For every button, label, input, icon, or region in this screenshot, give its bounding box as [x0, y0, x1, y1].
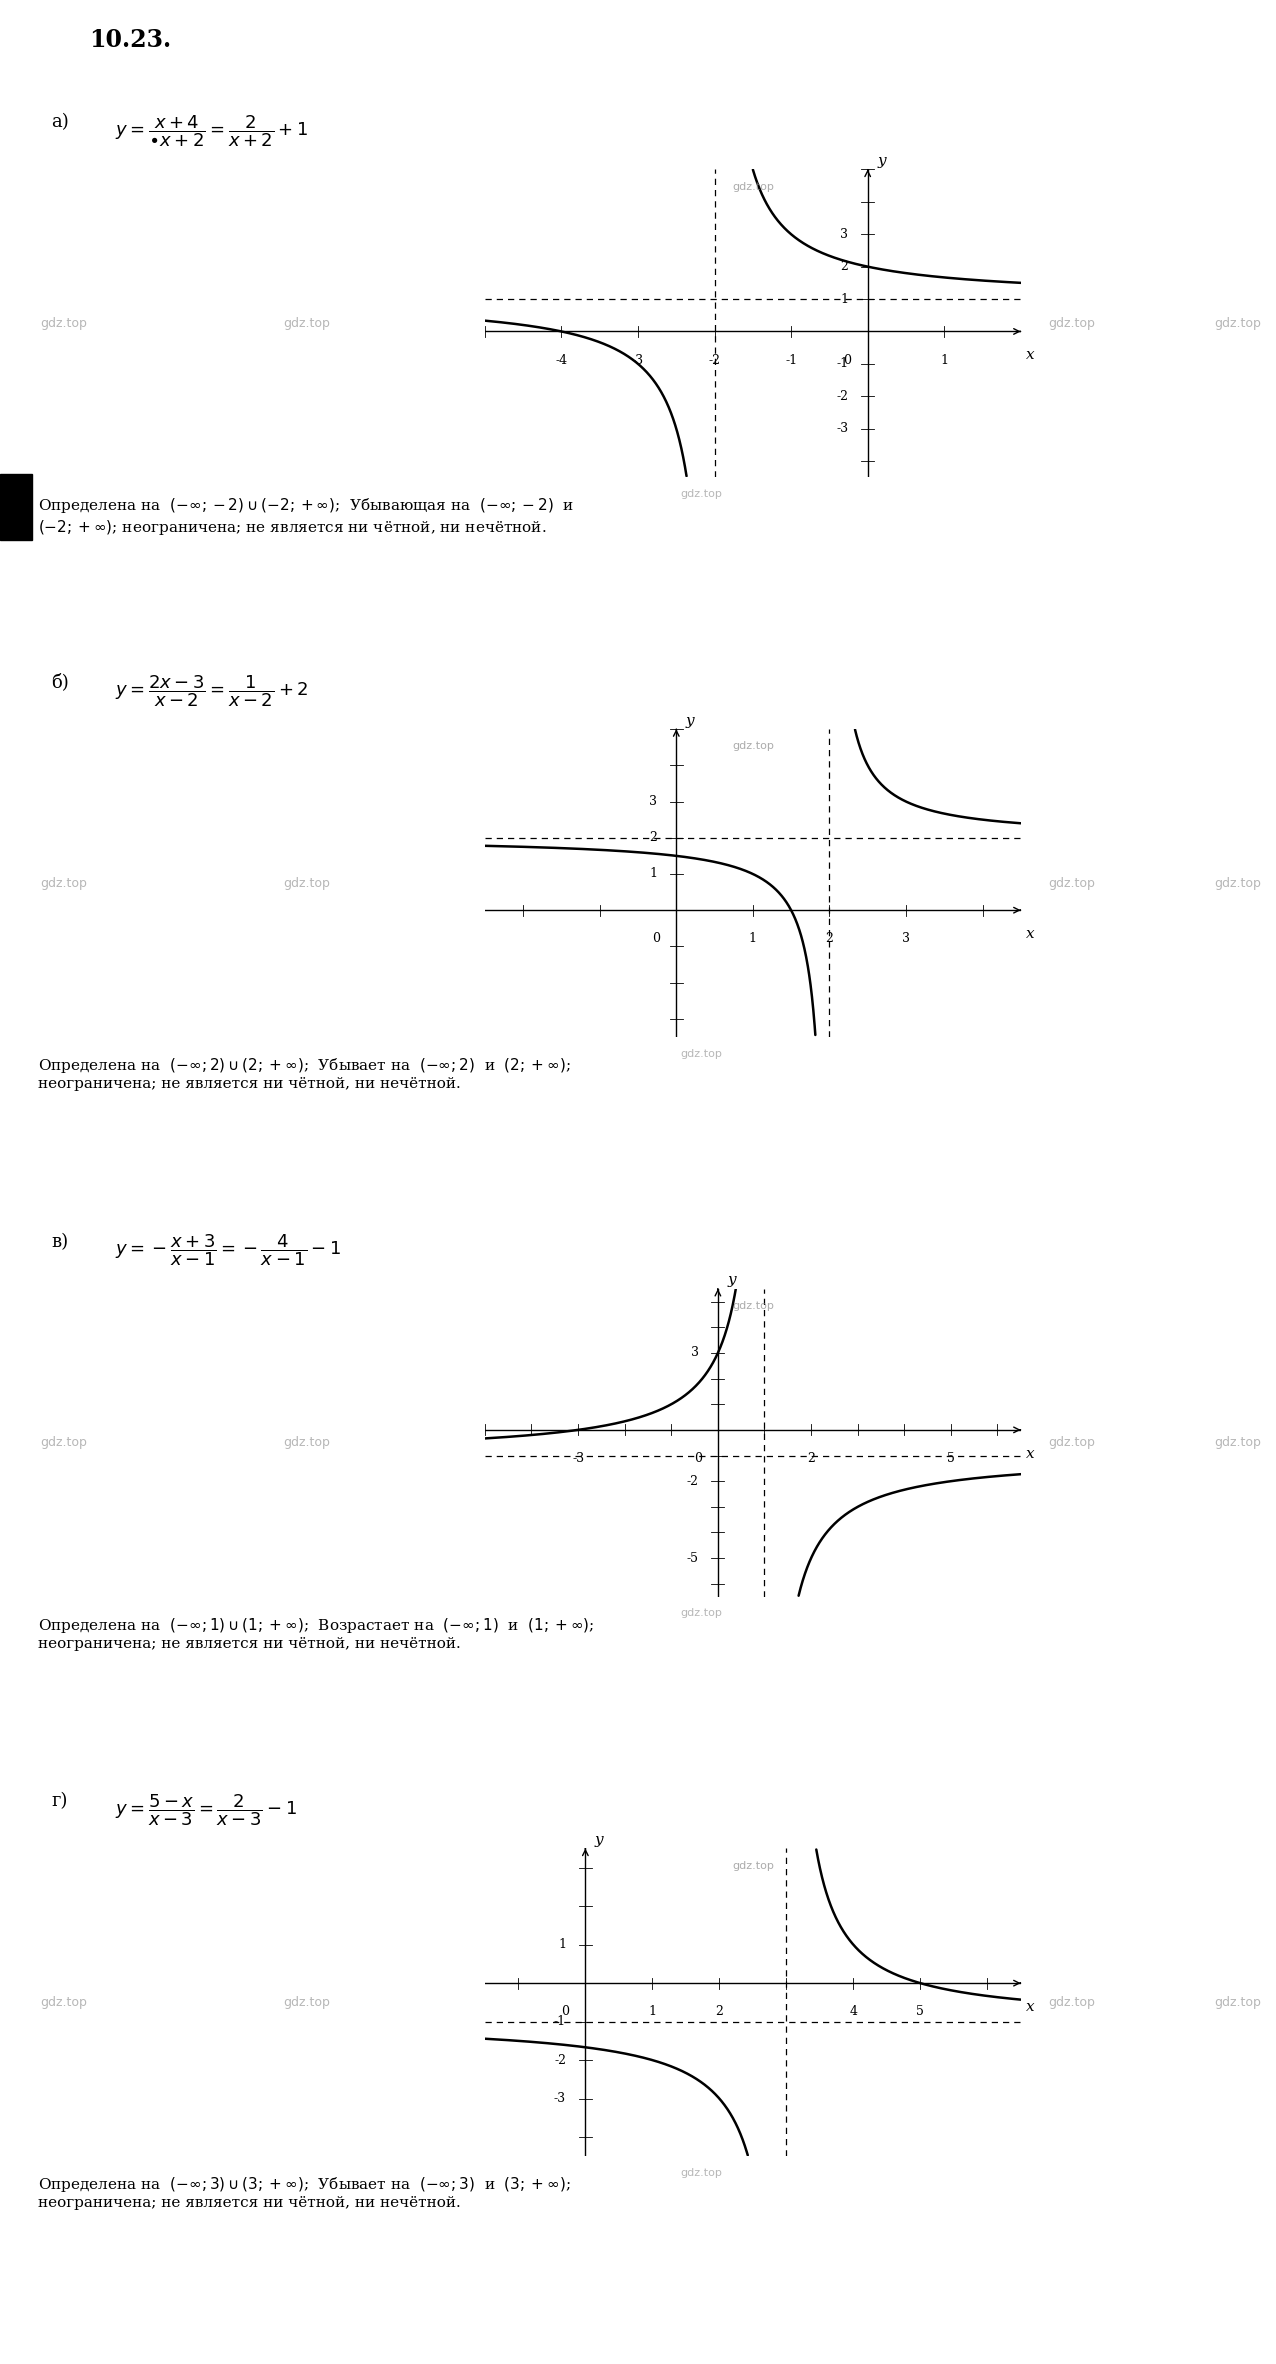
- Text: -4: -4: [555, 355, 568, 366]
- Text: 1: 1: [648, 2005, 656, 2019]
- Text: а): а): [51, 113, 69, 132]
- Text: -3: -3: [572, 1451, 584, 1466]
- Text: gdz.top: gdz.top: [732, 1300, 773, 1312]
- Text: -1: -1: [836, 357, 849, 371]
- Text: 10.23.: 10.23.: [89, 28, 171, 52]
- Text: x: x: [1026, 348, 1035, 362]
- Text: gdz.top: gdz.top: [732, 1860, 773, 1870]
- Text: 5: 5: [916, 2005, 924, 2019]
- Text: gdz.top: gdz.top: [1215, 1437, 1261, 1449]
- Text: б): б): [51, 674, 69, 690]
- Text: $y = \dfrac{2x-3}{x-2} = \dfrac{1}{x-2}+2$: $y = \dfrac{2x-3}{x-2} = \dfrac{1}{x-2}+…: [115, 674, 309, 709]
- Text: gdz.top: gdz.top: [681, 2168, 722, 2177]
- Text: $y = \dfrac{5-x}{x-3} = \dfrac{2}{x-3}-1$: $y = \dfrac{5-x}{x-3} = \dfrac{2}{x-3}-1…: [115, 1792, 297, 1827]
- Text: в): в): [51, 1234, 68, 1251]
- Text: 1: 1: [558, 1938, 567, 1950]
- Text: gdz.top: gdz.top: [681, 1050, 722, 1059]
- Text: 0: 0: [561, 2005, 569, 2019]
- Text: 5: 5: [947, 1451, 954, 1466]
- Text: y: y: [878, 154, 886, 168]
- Text: gdz.top: gdz.top: [41, 877, 87, 889]
- Text: 2: 2: [716, 2005, 723, 2019]
- Text: gdz.top: gdz.top: [283, 317, 329, 331]
- Text: -2: -2: [686, 1475, 698, 1487]
- Text: -3: -3: [554, 2092, 567, 2104]
- Text: gdz.top: gdz.top: [681, 1608, 722, 1619]
- Text: gdz.top: gdz.top: [41, 317, 87, 331]
- Text: Определена на  $(-\infty;3)\cup(3;+\infty)$;  Убывает на  $(-\infty;3)$  и  $(3;: Определена на $(-\infty;3)\cup(3;+\infty…: [38, 2175, 570, 2210]
- Text: y: y: [727, 1274, 736, 1288]
- Text: gdz.top: gdz.top: [41, 1437, 87, 1449]
- Text: gdz.top: gdz.top: [732, 742, 773, 752]
- Text: -2: -2: [836, 390, 849, 402]
- Text: -2: -2: [708, 355, 721, 366]
- Text: y: y: [686, 714, 694, 728]
- Text: x: x: [1026, 2000, 1035, 2014]
- Text: gdz.top: gdz.top: [283, 1437, 329, 1449]
- Text: gdz.top: gdz.top: [732, 182, 773, 191]
- Text: gdz.top: gdz.top: [1049, 877, 1095, 889]
- Text: 2: 2: [649, 832, 657, 844]
- Text: 3: 3: [841, 227, 849, 241]
- Text: gdz.top: gdz.top: [1215, 877, 1261, 889]
- Text: gdz.top: gdz.top: [1215, 317, 1261, 331]
- Text: 0: 0: [652, 931, 660, 946]
- Text: 2: 2: [841, 260, 849, 274]
- Text: Определена на  $(-\infty;1)\cup(1;+\infty)$;  Возрастает на  $(-\infty;1)$  и  $: Определена на $(-\infty;1)\cup(1;+\infty…: [38, 1615, 595, 1650]
- Text: 4: 4: [850, 2005, 857, 2019]
- Text: x: x: [1026, 1447, 1035, 1461]
- Text: gdz.top: gdz.top: [1215, 1995, 1261, 2009]
- Text: 0: 0: [843, 355, 851, 366]
- Text: $y = -\dfrac{x+3}{x-1} = -\dfrac{4}{x-1}-1$: $y = -\dfrac{x+3}{x-1} = -\dfrac{4}{x-1}…: [115, 1234, 341, 1269]
- Text: 3: 3: [649, 794, 657, 808]
- Text: г): г): [51, 1792, 68, 1811]
- Text: 1: 1: [749, 931, 757, 946]
- Text: 1: 1: [940, 355, 948, 366]
- Text: 0: 0: [694, 1451, 702, 1466]
- Text: 1: 1: [841, 293, 849, 305]
- Text: 1: 1: [649, 868, 657, 879]
- Text: -1: -1: [554, 2014, 567, 2028]
- Text: gdz.top: gdz.top: [681, 489, 722, 499]
- Text: -5: -5: [686, 1551, 698, 1565]
- Text: y: y: [595, 1832, 604, 1846]
- Text: 3: 3: [690, 1347, 698, 1359]
- Text: 2: 2: [826, 931, 833, 946]
- Text: gdz.top: gdz.top: [1049, 317, 1095, 331]
- Text: gdz.top: gdz.top: [41, 1995, 87, 2009]
- Text: Определена на  $(-\infty;2)\cup(2;+\infty)$;  Убывает на  $(-\infty;2)$  и  $(2;: Определена на $(-\infty;2)\cup(2;+\infty…: [38, 1057, 570, 1092]
- Text: 2: 2: [808, 1451, 815, 1466]
- Text: gdz.top: gdz.top: [283, 1995, 329, 2009]
- Text: -3: -3: [836, 423, 849, 435]
- Text: $y = \dfrac{x+4}{\bullet x+2} = \dfrac{2}{x+2}+1$: $y = \dfrac{x+4}{\bullet x+2} = \dfrac{2…: [115, 113, 309, 149]
- Text: 3: 3: [902, 931, 910, 946]
- Text: -2: -2: [554, 2054, 567, 2066]
- Text: gdz.top: gdz.top: [283, 877, 329, 889]
- Text: gdz.top: gdz.top: [1049, 1437, 1095, 1449]
- Text: -3: -3: [632, 355, 644, 366]
- Text: -1: -1: [785, 355, 798, 366]
- Text: Определена на  $(-\infty;-2)\cup(-2;+\infty)$;  Убывающая на  $(-\infty;-2)$  и
: Определена на $(-\infty;-2)\cup(-2;+\inf…: [38, 496, 574, 537]
- Text: x: x: [1026, 927, 1035, 941]
- Text: gdz.top: gdz.top: [1049, 1995, 1095, 2009]
